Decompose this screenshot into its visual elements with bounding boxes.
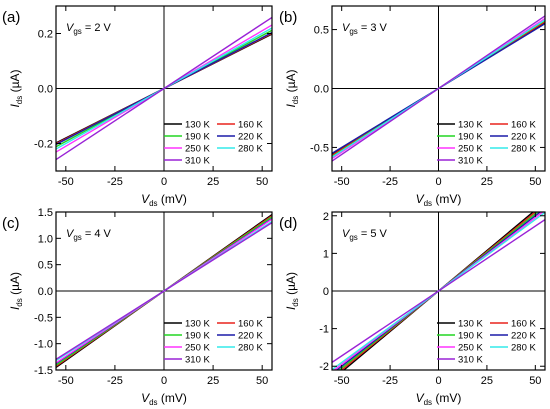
series-line-310k [56,16,272,161]
panel-label: (b) [279,9,297,26]
x-axis-title: Vds (mV) [141,192,187,208]
legend-entry: 160 K [511,319,536,330]
y-axis-title: Ids (µA) [284,69,300,107]
y-tick-label: 0.0 [38,286,53,298]
legend-entry: 220 K [511,331,536,342]
gate-voltage-label: Vgs = 4 V [66,228,112,242]
y-tick-label: -0.5 [34,312,53,324]
y-tick-label: 1.5 [38,207,53,219]
series-lines [332,212,545,370]
x-tick-label: -50 [58,176,74,188]
legend-entry: 280 K [511,343,536,354]
x-tick-label: 50 [529,375,541,387]
panel-4: -50 -25 0 25 50 -2 -1 0 1 2 (d) Vgs = 5 V Vds (mV) Id… [279,211,546,407]
x-tick-label: 50 [529,176,541,188]
y-tick-label: 2 [323,211,329,223]
x-tick-label: 25 [481,176,493,188]
x-axis-title: Vds (mV) [416,391,462,407]
legend-entry: 190 K [458,132,483,143]
x-tick-label: 0 [435,375,441,387]
legend: 130 K 160 K 190 K 220 K 250 K 280 K 310 K [437,319,536,366]
gate-voltage-label: Vgs = 3 V [342,22,388,36]
panel-label: (a) [2,9,20,26]
panel-label: (d) [279,215,297,232]
x-tick-label: 0 [161,375,167,387]
legend-entry: 280 K [238,144,263,155]
x-tick-label: -50 [334,375,350,387]
legend-entry: 250 K [185,144,210,155]
y-tick-label: 0.5 [314,25,329,37]
legend-entry: 190 K [185,331,210,342]
y-tick-label: 1 [323,248,329,260]
x-tick-label: -50 [58,375,74,387]
y-axis-title: Ids (µA) [8,69,24,107]
y-tick-label: -1.0 [34,339,53,351]
gate-voltage-label: Vgs = 2 V [66,22,112,36]
x-tick-label: -25 [382,176,398,188]
legend: 130 K 160 K 190 K 220 K 250 K 280 K 310 K [164,120,263,167]
x-tick-label: -25 [382,375,398,387]
legend-entry: 250 K [458,343,483,354]
legend: 130 K 160 K 190 K 220 K 250 K 280 K 310 K [437,120,536,167]
legend-entry: 280 K [238,343,263,354]
legend-entry: 220 K [238,331,263,342]
series-line-310k [332,15,545,162]
y-tick-label: 0.2 [38,29,53,41]
legend-entry: 130 K [458,319,483,330]
legend-entry: 250 K [458,144,483,155]
y-tick-label: -0.2 [34,139,53,151]
x-tick-label: 0 [435,176,441,188]
panel-2: -50 -25 0 25 50 -0.5 0.0 0.5 (b) Vgs = 3 V Vds (mV… [279,5,546,208]
legend-entry: 130 K [458,120,483,131]
panel-label: (c) [2,215,20,232]
legend-entry: 160 K [238,319,263,330]
series-lines [56,16,272,161]
legend-entry: 160 K [238,120,263,131]
y-axis-title: Ids (µA) [8,272,24,310]
legend-entry: 310 K [185,355,210,366]
legend: 130 K 160 K 190 K 220 K 250 K 280 K 310 K [164,319,263,366]
x-tick-label: 0 [161,176,167,188]
legend-entry: 130 K [185,319,210,330]
y-tick-label: -1.5 [34,365,53,377]
legend-entry: 190 K [185,132,210,143]
x-tick-label: 25 [481,375,493,387]
y-tick-label: -1 [319,324,329,336]
y-axis-title: Ids (µA) [284,272,300,310]
series-lines [56,213,272,369]
gate-voltage-label: Vgs = 5 V [342,228,388,242]
x-tick-label: 25 [207,375,219,387]
y-tick-label: 0 [323,286,329,298]
panel-3: -50 -25 0 25 50 -1.5 -1.0 -0.5 0.0 0.5 1.0 1.5 (c) Vg… [2,207,273,407]
series-line-310k [56,222,272,360]
x-tick-label: 25 [207,176,219,188]
legend-entry: 190 K [458,331,483,342]
y-tick-label: -0.5 [310,142,329,154]
x-tick-label: -25 [107,176,123,188]
legend-entry: 310 K [458,355,483,366]
x-tick-label: -25 [107,375,123,387]
y-tick-label: 0.5 [38,260,53,272]
x-tick-label: -50 [334,176,350,188]
panel-1: -50 -25 0 25 50 -0.2 0.0 0.2 (a) Vgs = 2 V Vds (mV… [2,5,273,208]
legend-entry: 130 K [185,120,210,131]
series-line-310k [332,219,545,363]
legend-entry: 310 K [185,156,210,167]
y-tick-label: -2 [319,361,329,373]
y-tick-label: 0.0 [314,84,329,96]
legend-entry: 160 K [511,120,536,131]
series-lines [332,15,545,162]
x-axis-title: Vds (mV) [416,192,462,208]
legend-entry: 220 K [238,132,263,143]
legend-entry: 310 K [458,156,483,167]
legend-entry: 250 K [185,343,210,354]
y-tick-label: 1.0 [38,233,53,245]
x-axis-title: Vds (mV) [141,391,187,407]
x-tick-label: 50 [256,375,268,387]
x-tick-label: 50 [256,176,268,188]
legend-entry: 280 K [511,144,536,155]
legend-entry: 220 K [511,132,536,143]
y-tick-label: 0.0 [38,84,53,96]
